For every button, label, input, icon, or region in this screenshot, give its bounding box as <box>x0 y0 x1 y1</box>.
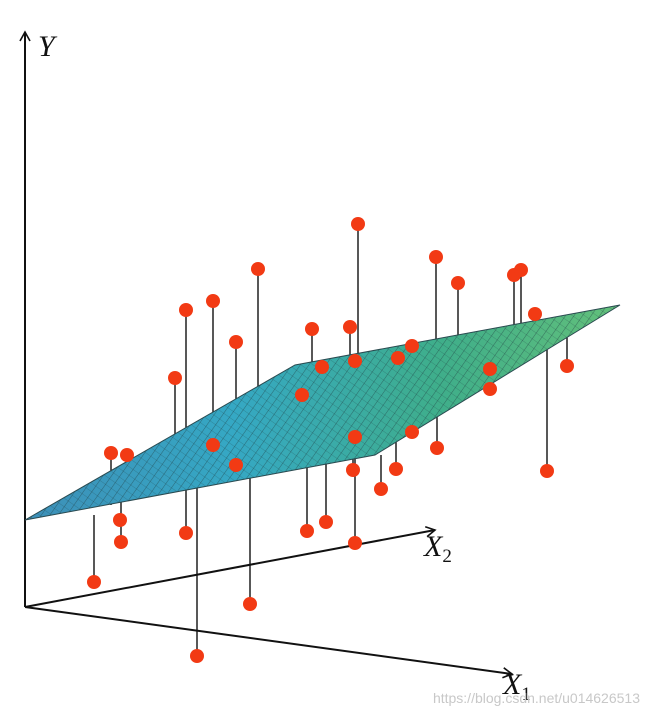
watermark: https://blog.csdn.net/u014626513 <box>433 690 640 706</box>
x2-label-sub: 2 <box>442 546 452 567</box>
x2-label: X2 <box>423 530 452 567</box>
observation-point <box>514 263 528 277</box>
observation-point <box>389 462 403 476</box>
observation-point <box>429 250 443 264</box>
observation-point <box>114 535 128 549</box>
x1-label: X1 <box>502 668 531 705</box>
axes <box>19 30 514 679</box>
observation-point <box>405 339 419 353</box>
observation-point <box>374 482 388 496</box>
observation-point <box>113 513 127 527</box>
observation-point <box>190 649 204 663</box>
observation-point <box>348 430 362 444</box>
observation-point <box>405 425 419 439</box>
points <box>87 217 574 663</box>
observation-point <box>483 382 497 396</box>
observation-point <box>343 320 357 334</box>
observation-point <box>229 458 243 472</box>
x1-axis <box>24 606 514 679</box>
observation-point <box>243 597 257 611</box>
observation-point <box>295 388 309 402</box>
plane <box>24 304 621 521</box>
observation-point <box>346 463 360 477</box>
y-label: Y <box>38 30 58 63</box>
observation-point <box>179 303 193 317</box>
observation-point <box>87 575 101 589</box>
observation-point <box>348 536 362 550</box>
observation-point <box>391 351 405 365</box>
observation-point <box>560 359 574 373</box>
observation-point <box>351 217 365 231</box>
plane-mesh <box>24 304 621 521</box>
observation-point <box>348 354 362 368</box>
x2-label-main: X <box>423 530 444 563</box>
observation-point <box>315 360 329 374</box>
observation-point <box>300 524 314 538</box>
x2-axis <box>24 525 437 608</box>
observation-point <box>104 446 118 460</box>
observation-point <box>179 526 193 540</box>
observation-point <box>540 464 554 478</box>
observation-point <box>451 276 465 290</box>
observation-point <box>251 262 265 276</box>
observation-point <box>229 335 243 349</box>
observation-point <box>168 371 182 385</box>
observation-point <box>483 362 497 376</box>
observation-point <box>206 438 220 452</box>
observation-point <box>120 448 134 462</box>
observation-point <box>305 322 319 336</box>
observation-point <box>319 515 333 529</box>
x1-label-sub: 1 <box>521 684 531 705</box>
observation-point <box>430 441 444 455</box>
observation-point <box>206 294 220 308</box>
observation-point <box>528 307 542 321</box>
x1-label-main: X <box>502 668 523 701</box>
